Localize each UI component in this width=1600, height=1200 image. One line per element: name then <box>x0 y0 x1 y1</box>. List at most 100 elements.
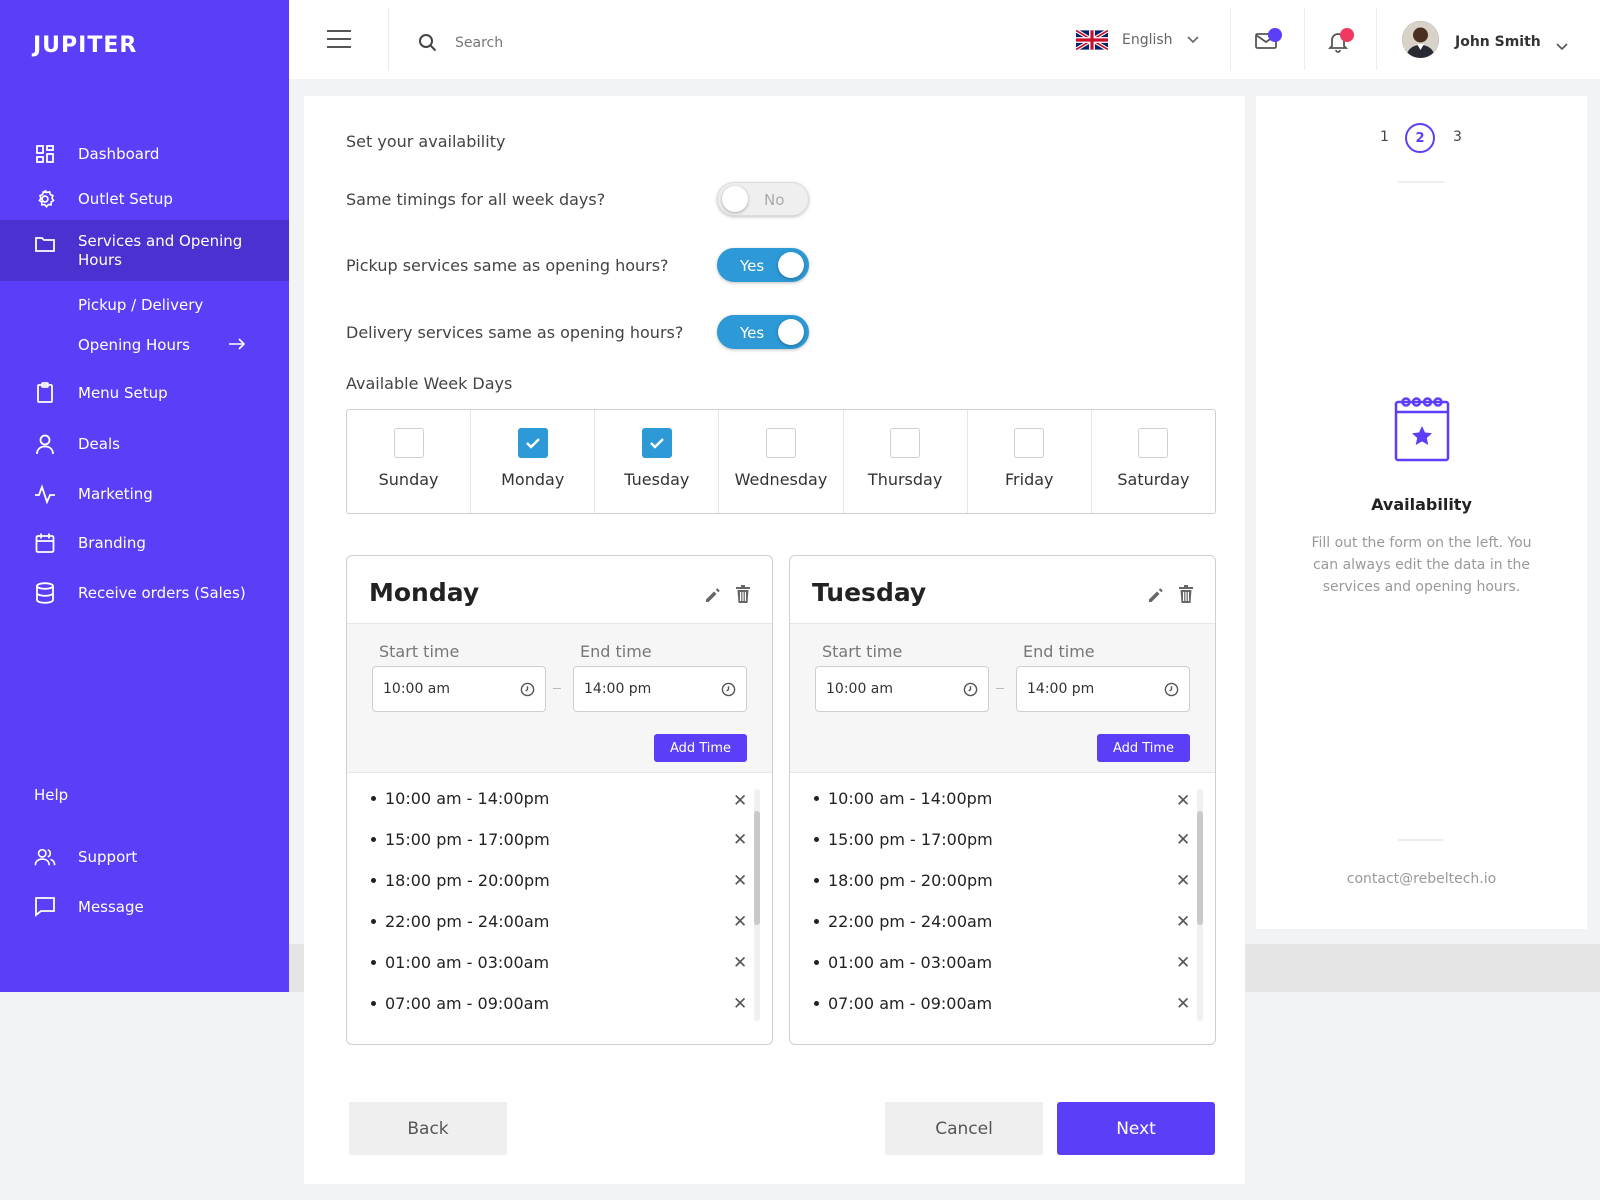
weekday-selector: Sunday Monday Tuesday Wednesday Thursday… <box>346 409 1216 514</box>
sidebar-item-label: Outlet Setup <box>78 190 173 208</box>
sidebar-item-menu-setup[interactable]: Menu Setup <box>0 376 289 410</box>
weekday-checkbox[interactable] <box>1138 428 1169 458</box>
step-2-active[interactable]: 2 <box>1405 123 1435 153</box>
back-button[interactable]: Back <box>349 1102 507 1155</box>
sidebar-subitem-pickup-delivery[interactable]: Pickup / Delivery <box>78 296 203 314</box>
activity-icon <box>34 483 56 505</box>
remove-slot-icon[interactable]: ✕ <box>733 871 748 891</box>
remove-slot-icon[interactable]: ✕ <box>1176 830 1191 850</box>
weekday-label: Saturday <box>1117 470 1190 489</box>
next-button[interactable]: Next <box>1057 1102 1215 1155</box>
sidebar-item-deals[interactable]: Deals <box>0 427 289 461</box>
remove-slot-icon[interactable]: ✕ <box>1176 994 1191 1014</box>
clock-icon <box>721 682 736 701</box>
panel-title: Tuesday <box>812 578 927 607</box>
weekday-checkbox[interactable] <box>393 428 424 458</box>
step-3[interactable]: 3 <box>1453 129 1462 145</box>
remove-slot-icon[interactable]: ✕ <box>1176 912 1191 932</box>
calendar-star-icon <box>1394 394 1450 466</box>
end-time-input[interactable]: 14:00 pm <box>1016 666 1190 712</box>
message-icon <box>34 896 56 918</box>
sidebar-item-outlet-setup[interactable]: Outlet Setup <box>0 182 289 216</box>
sidebar-item-branding[interactable]: Branding <box>0 526 289 560</box>
weekday-friday[interactable]: Friday <box>968 410 1092 513</box>
add-time-button[interactable]: Add Time <box>654 734 747 762</box>
pickup-same-toggle[interactable]: Yes <box>717 248 809 282</box>
sidebar-item-message[interactable]: Message <box>0 890 289 924</box>
check-icon <box>525 438 540 449</box>
start-time-input[interactable]: 10:00 am <box>815 666 989 712</box>
remove-slot-icon[interactable]: ✕ <box>733 791 748 811</box>
sidebar-subitem-opening-hours[interactable]: Opening Hours <box>78 336 246 354</box>
sidebar-item-label: Message <box>78 898 144 916</box>
trash-icon[interactable] <box>736 585 750 607</box>
add-time-button[interactable]: Add Time <box>1097 734 1190 762</box>
weekday-saturday[interactable]: Saturday <box>1092 410 1215 513</box>
weekday-sunday[interactable]: Sunday <box>347 410 472 513</box>
user-name[interactable]: John Smith <box>1455 34 1541 50</box>
time-slot-list: 10:00 am - 14:00pm ✕ 15:00 pm - 17:00pm … <box>790 773 1215 1044</box>
help-heading: Help <box>34 786 69 804</box>
remove-slot-icon[interactable]: ✕ <box>1176 953 1191 973</box>
delivery-same-toggle[interactable]: Yes <box>717 315 809 349</box>
sidebar-item-label: Menu Setup <box>78 384 168 402</box>
start-time-label: Start time <box>379 642 460 661</box>
chevron-down-icon <box>1186 32 1199 48</box>
sidebar-item-receive-orders[interactable]: Receive orders (Sales) <box>0 576 289 610</box>
sidebar-item-marketing[interactable]: Marketing <box>0 477 289 511</box>
gear-icon <box>34 188 56 210</box>
remove-slot-icon[interactable]: ✕ <box>733 994 748 1014</box>
info-card <box>1256 96 1587 929</box>
slot-list-scrollbar[interactable] <box>1197 789 1203 1021</box>
weekday-label: Tuesday <box>624 470 690 489</box>
sidebar-subitem-label: Opening Hours <box>78 336 190 354</box>
remove-slot-icon[interactable]: ✕ <box>733 830 748 850</box>
weekday-checkbox[interactable] <box>765 428 796 458</box>
scrollbar-thumb[interactable] <box>754 811 760 925</box>
hamburger-menu-icon[interactable] <box>327 30 351 52</box>
search-input[interactable] <box>455 28 755 58</box>
end-time-input[interactable]: 14:00 pm <box>573 666 747 712</box>
same-timings-toggle[interactable]: No <box>717 182 809 216</box>
weekday-tuesday[interactable]: Tuesday <box>595 410 720 513</box>
sidebar-item-label: Support <box>78 848 138 866</box>
weekday-checkbox[interactable] <box>517 428 548 458</box>
weekday-monday[interactable]: Monday <box>471 410 596 513</box>
remove-slot-icon[interactable]: ✕ <box>1176 871 1191 891</box>
slot-list-scrollbar[interactable] <box>754 789 760 1021</box>
step-1[interactable]: 1 <box>1380 129 1389 145</box>
pencil-icon[interactable] <box>1147 586 1165 608</box>
header-divider <box>1230 8 1231 70</box>
pencil-icon[interactable] <box>704 586 722 608</box>
sidebar-item-dashboard[interactable]: Dashboard <box>0 137 289 171</box>
chevron-down-icon[interactable] <box>1556 36 1568 55</box>
calendar-icon <box>34 532 56 554</box>
end-time-value: 14:00 pm <box>584 681 652 697</box>
avatar[interactable] <box>1402 21 1439 58</box>
time-slot: 15:00 pm - 17:00pm <box>371 830 550 849</box>
weekday-checkbox[interactable] <box>1014 428 1045 458</box>
remove-slot-icon[interactable]: ✕ <box>733 912 748 932</box>
sidebar-item-support[interactable]: Support <box>0 840 289 874</box>
divider <box>1398 839 1444 841</box>
time-slot-list: 10:00 am - 14:00pm ✕ 15:00 pm - 17:00pm … <box>347 773 772 1044</box>
clock-icon <box>1164 682 1179 701</box>
trash-icon[interactable] <box>1179 585 1193 607</box>
cancel-button[interactable]: Cancel <box>885 1102 1043 1155</box>
weekday-wednesday[interactable]: Wednesday <box>719 410 844 513</box>
sidebar-item-label: Services and Opening Hours <box>78 231 243 269</box>
weekday-checkbox[interactable] <box>641 428 672 458</box>
weekday-checkbox[interactable] <box>890 428 921 458</box>
start-time-input[interactable]: 10:00 am <box>372 666 546 712</box>
weekday-label: Monday <box>501 470 565 489</box>
scrollbar-thumb[interactable] <box>1197 811 1203 925</box>
time-entry-area: Start time End time 10:00 am 14:00 pm Ad… <box>790 623 1215 773</box>
sidebar-item-services-and-opening-hours[interactable]: Services and Opening Hours <box>0 220 289 281</box>
contact-email[interactable]: contact@rebeltech.io <box>1346 871 1497 887</box>
remove-slot-icon[interactable]: ✕ <box>733 953 748 973</box>
start-time-value: 10:00 am <box>383 681 451 697</box>
language-selector[interactable]: English <box>1075 28 1199 52</box>
remove-slot-icon[interactable]: ✕ <box>1176 791 1191 811</box>
weekday-thursday[interactable]: Thursday <box>844 410 968 513</box>
time-slot: 01:00 am - 03:00am <box>814 953 992 972</box>
